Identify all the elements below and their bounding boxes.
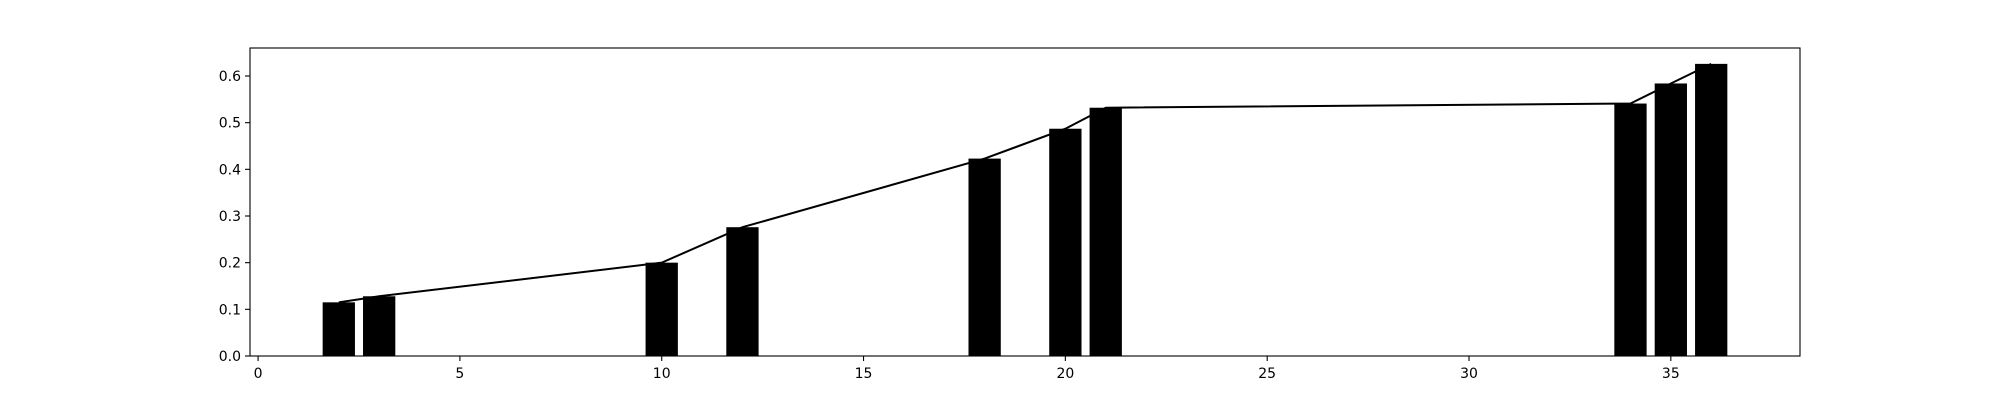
bar-36 — [1695, 63, 1728, 356]
plot-frame — [249, 47, 1801, 357]
y-axis: 0.0 0.1 0.2 0.3 0.4 0.5 0.6 — [219, 69, 250, 365]
y-tick-label: 0.0 — [219, 349, 241, 365]
x-tick-label: 25 — [1258, 366, 1276, 382]
y-tick-label: 0.3 — [219, 209, 241, 225]
bar-34 — [1614, 103, 1647, 357]
bar-2 — [322, 302, 355, 356]
y-tick-label: 0.6 — [219, 69, 241, 85]
bar-18 — [968, 158, 1001, 356]
x-tick-label: 10 — [653, 366, 671, 382]
x-tick-label: 35 — [1662, 366, 1680, 382]
x-tick-label: 15 — [855, 366, 873, 382]
x-tick-label: 0 — [254, 366, 263, 382]
x-tick-label: 5 — [455, 366, 464, 382]
bar-12 — [726, 227, 759, 356]
y-tick-label: 0.2 — [219, 256, 241, 272]
x-axis: 0 5 10 15 20 25 30 35 — [254, 356, 1680, 382]
bars-group — [322, 63, 1728, 357]
bar-35 — [1654, 83, 1687, 356]
bar-20 — [1049, 128, 1082, 356]
y-tick-label: 0.5 — [219, 116, 241, 132]
bar-21 — [1089, 107, 1122, 356]
x-tick-label: 20 — [1056, 366, 1074, 382]
trend-line — [338, 62, 1712, 304]
x-tick-label: 30 — [1460, 366, 1478, 382]
y-tick-label: 0.1 — [219, 302, 241, 318]
bar-10 — [645, 262, 678, 356]
bar-3 — [363, 296, 396, 356]
y-tick-label: 0.4 — [219, 162, 241, 178]
